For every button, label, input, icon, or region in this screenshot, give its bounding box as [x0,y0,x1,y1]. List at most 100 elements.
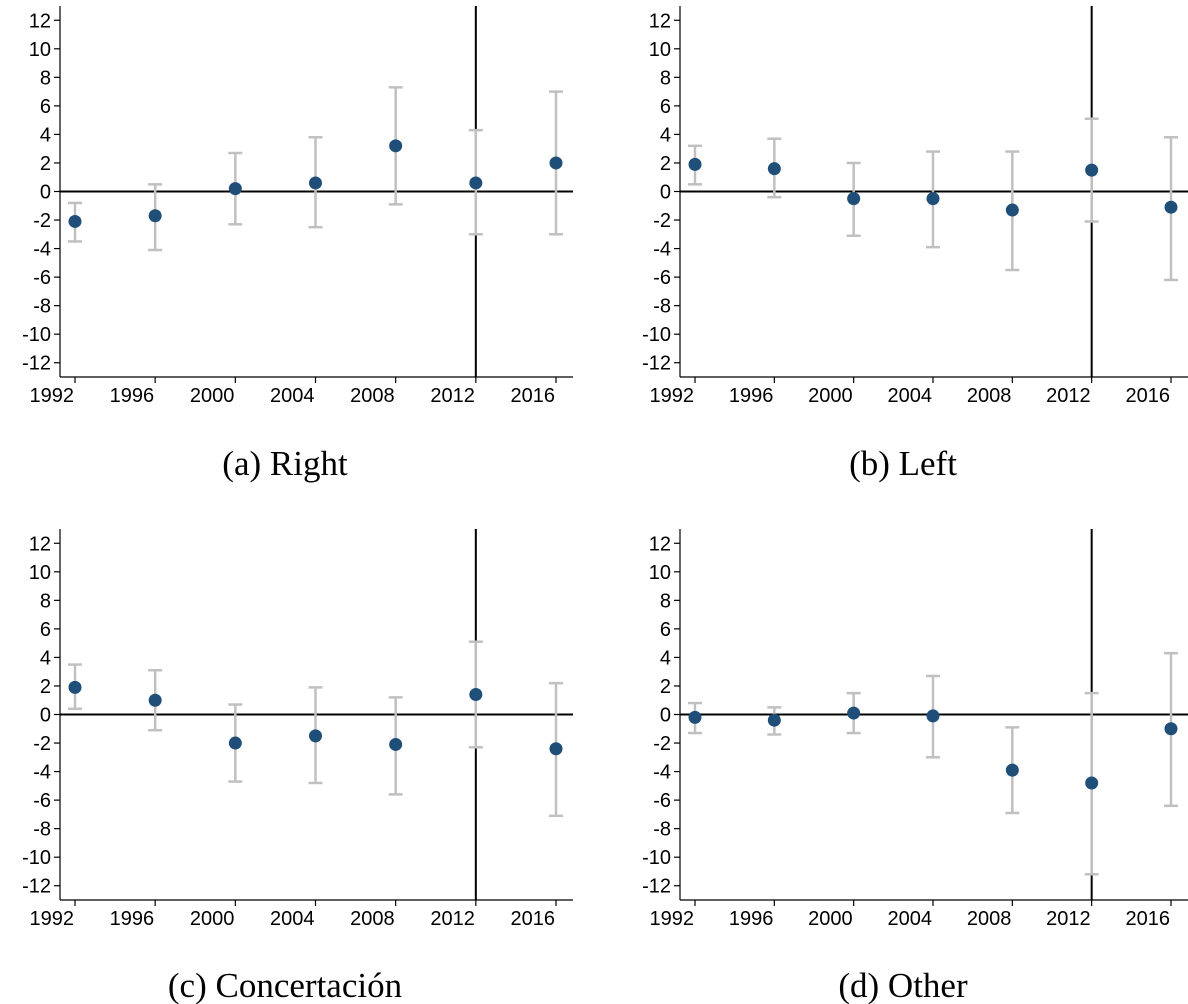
point-estimate [549,156,563,170]
point-estimate [1085,163,1099,177]
x-tick-label: 2016 [1126,908,1171,930]
point-estimate [847,706,861,720]
point-estimate [228,182,242,196]
y-tick-label: -8 [653,819,671,841]
point-estimate [1164,722,1178,736]
y-tick-label: -10 [22,324,51,346]
y-tick-label: 4 [40,647,51,669]
point-estimate [469,176,483,190]
x-tick-label: 1996 [729,385,774,407]
y-tick-label: -10 [642,324,671,346]
point-estimate [228,736,242,750]
point-estimate [469,688,483,702]
x-tick-label: 2004 [270,908,315,930]
point-estimate [926,192,940,206]
y-tick-label: -12 [22,876,51,898]
y-tick-label: 10 [29,562,51,584]
x-tick-label: 2004 [270,385,315,407]
x-tick-label: 2008 [350,908,395,930]
x-tick-label: 2008 [350,385,395,407]
point-estimate [767,162,781,176]
x-tick-label: 1992 [650,908,695,930]
y-tick-label: -12 [642,876,671,898]
y-tick-label: -6 [33,267,51,289]
point-estimate [68,680,82,694]
point-estimate [1005,203,1019,217]
y-tick-label: -6 [33,790,51,812]
y-tick-label: -12 [642,353,671,375]
y-tick-label: -2 [653,733,671,755]
x-tick-label: 2004 [888,385,933,407]
x-tick-label: 1996 [110,385,155,407]
x-tick-label: 2000 [190,385,235,407]
point-estimate [847,192,861,206]
point-estimate [1164,200,1178,214]
y-tick-label: -8 [33,296,51,318]
y-tick-label: -4 [33,762,51,784]
y-tick-label: 4 [40,124,51,146]
point-estimate [148,209,162,223]
y-tick-label: 6 [660,619,671,641]
y-tick-label: -8 [33,819,51,841]
chart-panel-3: 12 10 8 6 4 2 0 -2 -4 -6 -8 -10 -12 1992 1996 2000 2004 2… [22,529,573,1004]
y-tick-label: 6 [40,619,51,641]
y-tick-label: -12 [22,353,51,375]
y-tick-label: -10 [22,847,51,869]
y-tick-label: 4 [660,124,671,146]
point-estimate [68,214,82,228]
y-tick-label: -8 [653,296,671,318]
point-estimate [688,710,702,724]
y-tick-label: 10 [649,562,671,584]
x-tick-label: 1992 [650,385,695,407]
point-estimate [767,713,781,727]
y-tick-label: 10 [29,39,51,61]
y-tick-label: 12 [649,533,671,555]
panel-caption: (c) Concertación [168,966,402,1004]
y-tick-label: 2 [660,676,671,698]
y-tick-label: 8 [660,590,671,612]
x-tick-label: 2016 [511,385,556,407]
x-tick-label: 2016 [1126,385,1171,407]
chart-panel-1: 12 10 8 6 4 2 0 -2 -4 -6 -8 -10 -12 1992 1996 2000 2004 2… [22,6,573,483]
x-tick-label: 1992 [30,385,75,407]
y-tick-label: 0 [660,705,671,727]
x-tick-label: 1996 [729,908,774,930]
y-tick-label: -6 [653,790,671,812]
y-tick-label: 6 [660,96,671,118]
y-tick-label: 4 [660,647,671,669]
x-tick-label: 2012 [430,908,475,930]
x-tick-label: 2012 [1046,908,1091,930]
x-tick-label: 2000 [808,908,853,930]
y-tick-label: 8 [40,590,51,612]
y-tick-label: 12 [649,10,671,32]
panel-caption: (b) Left [849,444,957,483]
panel-caption: (d) Other [838,966,968,1004]
point-estimate [389,737,403,751]
chart-panel-2: 12 10 8 6 4 2 0 -2 -4 -6 -8 -10 -12 1992 1996 2000 2004 2… [642,6,1188,483]
y-tick-label: -2 [33,733,51,755]
x-tick-label: 2000 [190,908,235,930]
y-tick-label: 0 [40,182,51,204]
point-estimate [1005,763,1019,777]
y-tick-label: -6 [653,267,671,289]
y-tick-label: -4 [33,239,51,261]
y-tick-label: 10 [649,39,671,61]
point-estimate [309,729,322,743]
y-tick-label: 2 [660,153,671,175]
point-estimate [926,709,940,723]
y-tick-label: -2 [653,210,671,232]
y-tick-label: 2 [40,676,51,698]
y-tick-label: -4 [653,762,671,784]
y-tick-label: 12 [29,533,51,555]
point-estimate [1085,776,1099,790]
chart-panel-4: 12 10 8 6 4 2 0 -2 -4 -6 -8 -10 -12 1992 1996 2000 2004 2… [642,529,1188,1004]
x-tick-label: 2008 [967,385,1012,407]
y-tick-label: -2 [33,210,51,232]
y-tick-label: 0 [40,705,51,727]
x-tick-label: 2016 [511,908,556,930]
y-tick-label: 2 [40,153,51,175]
y-tick-label: 12 [29,10,51,32]
point-estimate [309,176,322,190]
point-estimate [389,139,403,153]
